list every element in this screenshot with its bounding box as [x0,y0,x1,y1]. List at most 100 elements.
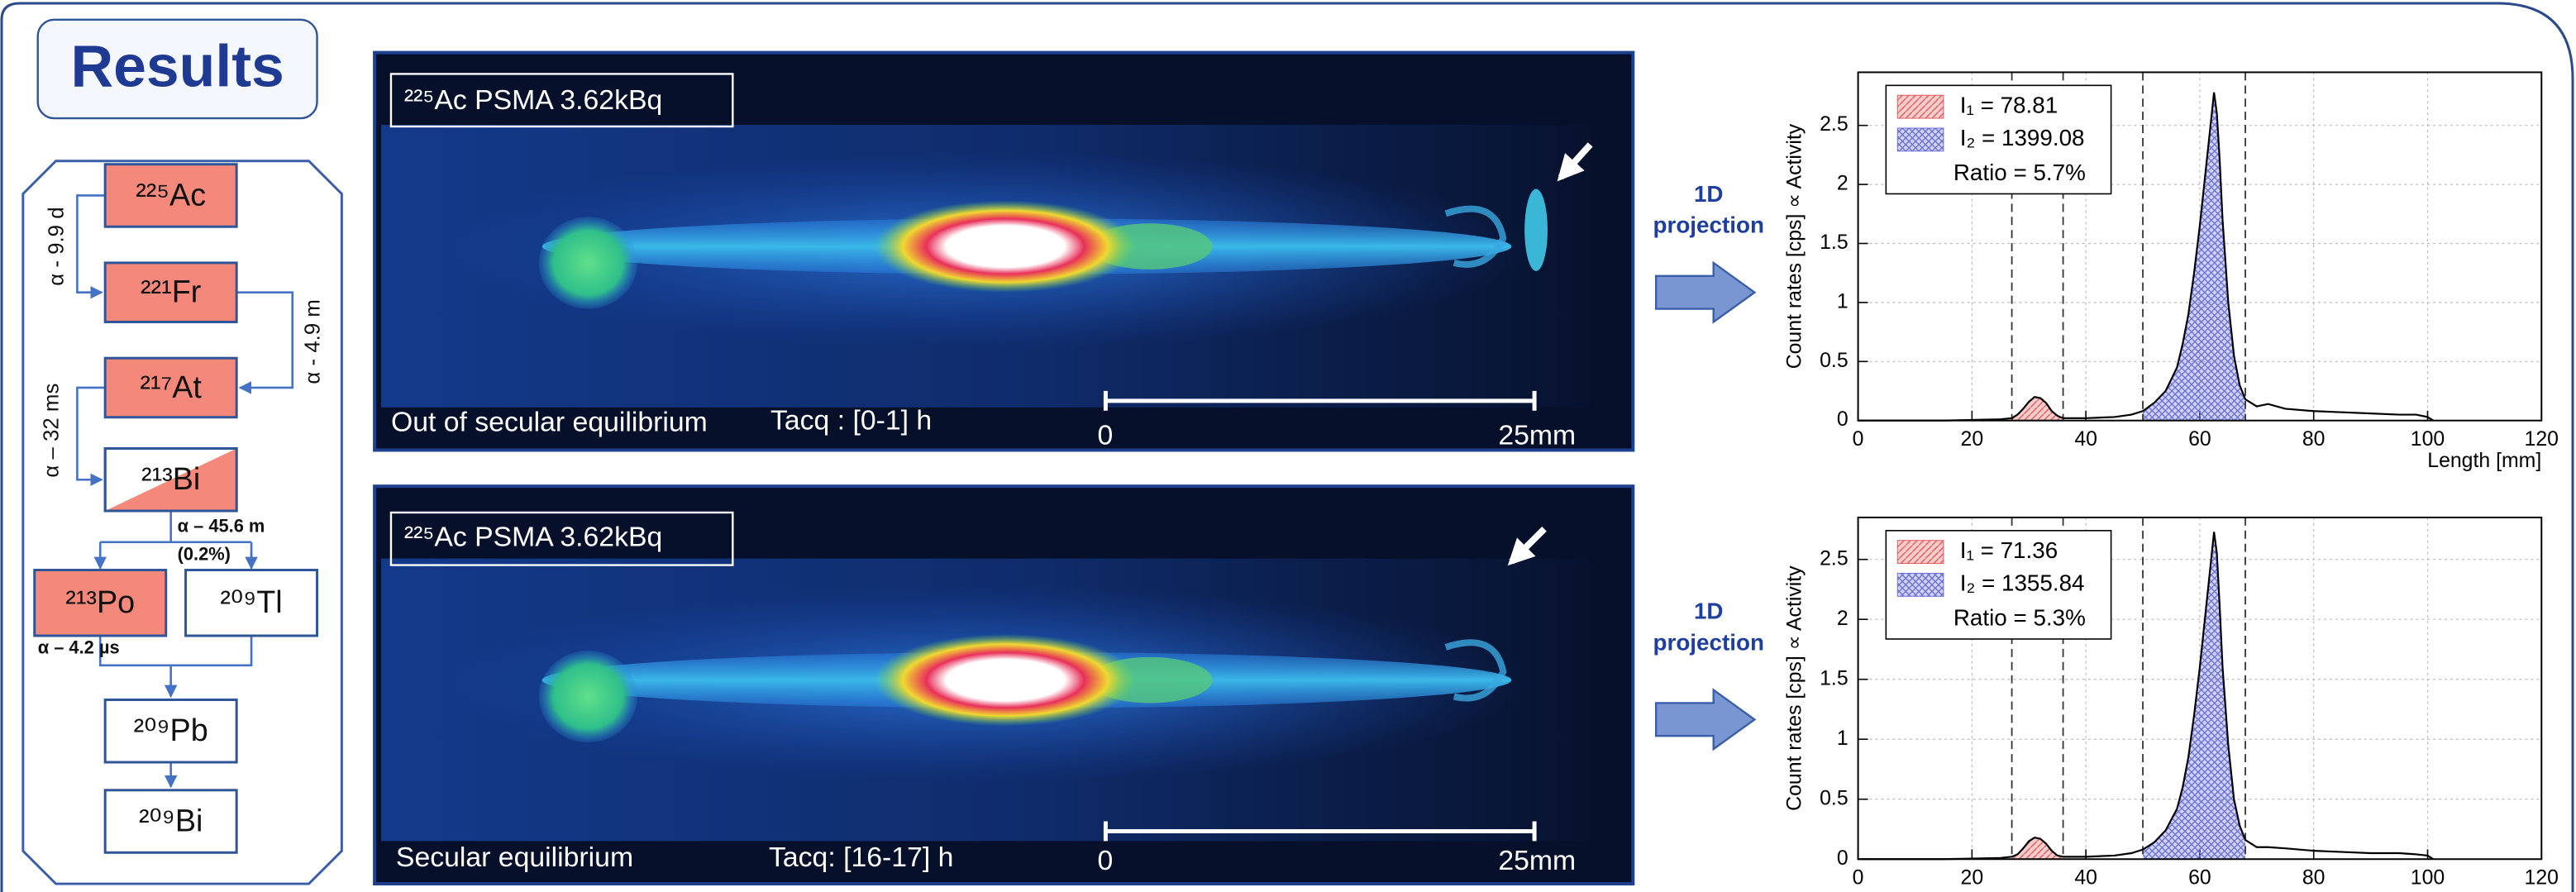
scale-label: 0 [1097,845,1113,876]
x-tick-label: 40 [2074,867,2097,890]
legend-label: I₁ = 71.36 [1960,537,2058,563]
x-tick-label: 120 [2525,428,2559,451]
decay-panel [21,160,343,885]
decay-label: α – 32 ms [40,384,63,478]
nuclide-label: ²¹³Po [65,584,135,619]
title: Results [70,33,284,99]
detector-panel: ²²⁵Ac PSMA 3.62kBq Out of secular equili… [374,53,1633,451]
decay-arrow [76,386,106,486]
y-tick-label: 2 [1837,173,1849,195]
nuclide-node [103,163,238,228]
nuclide-label: ²⁰⁹Bi [139,804,203,838]
legend-swatch [1896,573,1944,597]
legend-label: I₁ = 78.81 [1960,93,2058,118]
pointer-arrow [1557,142,1593,182]
y-tick-label: 1 [1837,290,1849,312]
legend-swatch [1896,127,1944,152]
nuclide-node [103,699,238,764]
decay-chain: ²²⁵Ac ²²¹Fr ²¹⁷At ²¹³Bi ²¹³Po ²⁰⁹Tl ²⁰⁹P… [21,160,343,885]
y-tick-label: 1.5 [1820,667,1849,689]
decay-arrow [76,194,106,299]
spectrum-line [1858,532,2434,861]
legend-ratio: Ratio = 5.7% [1953,160,2086,185]
image-label-box [389,73,734,128]
y-tick-label: 0 [1837,408,1849,431]
projection-label: projection [1653,212,1764,238]
projection-label: 1D [1694,181,1724,207]
nuclide-node [103,261,238,323]
y-tick-label: 1.5 [1820,231,1849,254]
nuclide-node [33,569,168,637]
nuclide-node-border [103,446,238,513]
spectrum-line [1858,92,2434,422]
nuclide-node [103,789,238,854]
title-box [36,18,318,120]
hot-spot [1524,188,1548,271]
x-tick-label: 20 [1961,428,1984,451]
scale-bar [1103,390,1537,411]
decay-label: α – 4.2 µs [38,637,120,658]
decay-arrow [236,291,294,394]
y-tick-label: 1 [1837,727,1849,750]
scale-label: 0 [1097,419,1113,451]
decay-label: (0.2%) [178,543,231,564]
projection-label: 1D [1694,599,1724,624]
nuclide-node [184,569,319,637]
image-label-box [389,511,734,566]
scale-label: 25mm [1498,845,1576,876]
nuclide-label: ²¹⁷At [140,370,202,404]
x-tick-label: 60 [2188,867,2211,890]
y-tick-label: 0 [1837,847,1849,870]
x-tick-label: 60 [2188,428,2211,451]
y-tick-label: 2.5 [1820,547,1849,570]
y-axis-label: Count rates [cps] ∝ Activity [1784,123,1806,369]
legend-label: I₂ = 1399.08 [1960,125,2085,150]
y-tick-label: 2 [1837,608,1849,630]
nuclide-label: ²²¹Fr [141,274,201,309]
decay-label: α - 4.9 m [301,299,324,384]
chart: 0 20 40 60 80 100 120 0 0.5 1 1.5 2 2.5 I₁ = 71.36 I₂ … [1784,516,2559,890]
nuclide-node [103,356,238,419]
nuclide-label: ²⁰⁹Pb [134,713,208,747]
projection-arrow [1654,260,1757,324]
nuclide-label: ²¹³Bi [141,461,200,496]
image-caption: Secular equilibrium [396,842,633,873]
scale-bar [1103,821,1537,842]
integration-window [2011,397,2063,421]
legend-label: I₂ = 1355.84 [1960,570,2085,596]
image-tacq: Tacq : [0-1] h [770,405,932,436]
x-tick-label: 120 [2525,867,2559,890]
detector-panel: ²²⁵Ac PSMA 3.62kBq Secular equilibrium T… [374,486,1633,884]
legend-swatch [1896,540,1944,565]
scale-label: 25mm [1498,419,1576,451]
integration-window [2011,837,2063,860]
plot-frame [1857,71,2543,422]
x-tick-label: 0 [1853,867,1864,890]
x-tick-label: 0 [1853,428,1864,451]
x-tick-label: 40 [2074,428,2097,451]
image-caption: Out of secular equilibrium [391,407,708,438]
x-tick-label: 100 [2411,867,2445,890]
legend-ratio: Ratio = 5.3% [1953,604,2086,630]
chart: 0 20 40 60 80 100 120 0 0.5 1 1.5 2 2.5 I₁ = 78.81 I₂ … [1784,71,2559,472]
projection-label: projection [1653,629,1764,655]
decay-arrow [98,510,253,567]
image-label: ²²⁵Ac PSMA 3.62kBq [404,522,662,553]
image-tacq: Tacq: [16-17] h [769,842,953,873]
nuclide-label: ²⁰⁹Tl [220,584,282,619]
image-label: ²²⁵Ac PSMA 3.62kBq [404,84,662,116]
legend-swatch [1896,94,1944,119]
x-tick-label: 80 [2302,867,2326,890]
y-tick-label: 0.5 [1820,787,1849,809]
pointer-arrow [1507,527,1547,566]
decay-label: α – 45.6 m [178,516,265,537]
projection-arrow [1654,688,1757,751]
decay-label: α - 9.9 d [45,207,68,285]
x-tick-label: 80 [2302,428,2326,451]
nuclide-label: ²²⁵Ac [136,177,206,212]
x-tick-label: 100 [2411,428,2445,451]
